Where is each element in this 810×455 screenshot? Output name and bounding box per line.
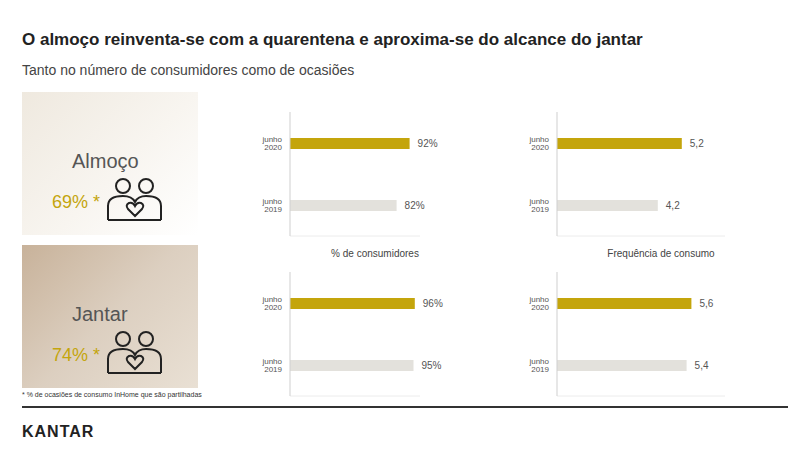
svg-text:82%: 82%	[405, 200, 425, 211]
html-text:% de consumidores: % de consumidores	[331, 248, 419, 259]
svg-text:4,2: 4,2	[666, 200, 680, 211]
svg-text:junho2020: junho2020	[261, 295, 282, 312]
svg-text:92%: 92%	[418, 138, 438, 149]
svg-text:96%: 96%	[423, 298, 443, 309]
svg-text:junho2019: junho2019	[261, 357, 282, 374]
html-text:69% *: 69% *	[52, 192, 100, 212]
svg-text:95%: 95%	[422, 360, 442, 371]
svg-text:5,4: 5,4	[695, 360, 709, 371]
svg-text:5,2: 5,2	[690, 138, 704, 149]
html-text:KANTAR: KANTAR	[22, 423, 95, 440]
html-text:* % de ocasiões de consumo InH: * % de ocasiões de consumo InHome que sã…	[22, 391, 202, 398]
svg-text:5,6: 5,6	[699, 298, 713, 309]
html-text:74% *: 74% *	[52, 345, 100, 365]
html-text:Frequência de consumo: Frequência de consumo	[607, 248, 715, 259]
html-text:Jantar: Jantar	[72, 303, 128, 325]
html-text:O almoço reinventa-se com a qu: O almoço reinventa-se com a quarentena e…	[22, 30, 643, 49]
svg-text:junho2020: junho2020	[528, 135, 549, 152]
svg-text:junho2019: junho2019	[261, 197, 282, 214]
svg-text:junho2020: junho2020	[528, 295, 549, 312]
html-text:Tanto no número de consumidore: Tanto no número de consumidores como de …	[22, 62, 355, 78]
svg-text:junho2020: junho2020	[261, 135, 282, 152]
html-text:Almoço: Almoço	[72, 150, 139, 172]
svg-text:junho2019: junho2019	[528, 357, 549, 374]
svg-text:junho2019: junho2019	[528, 197, 549, 214]
